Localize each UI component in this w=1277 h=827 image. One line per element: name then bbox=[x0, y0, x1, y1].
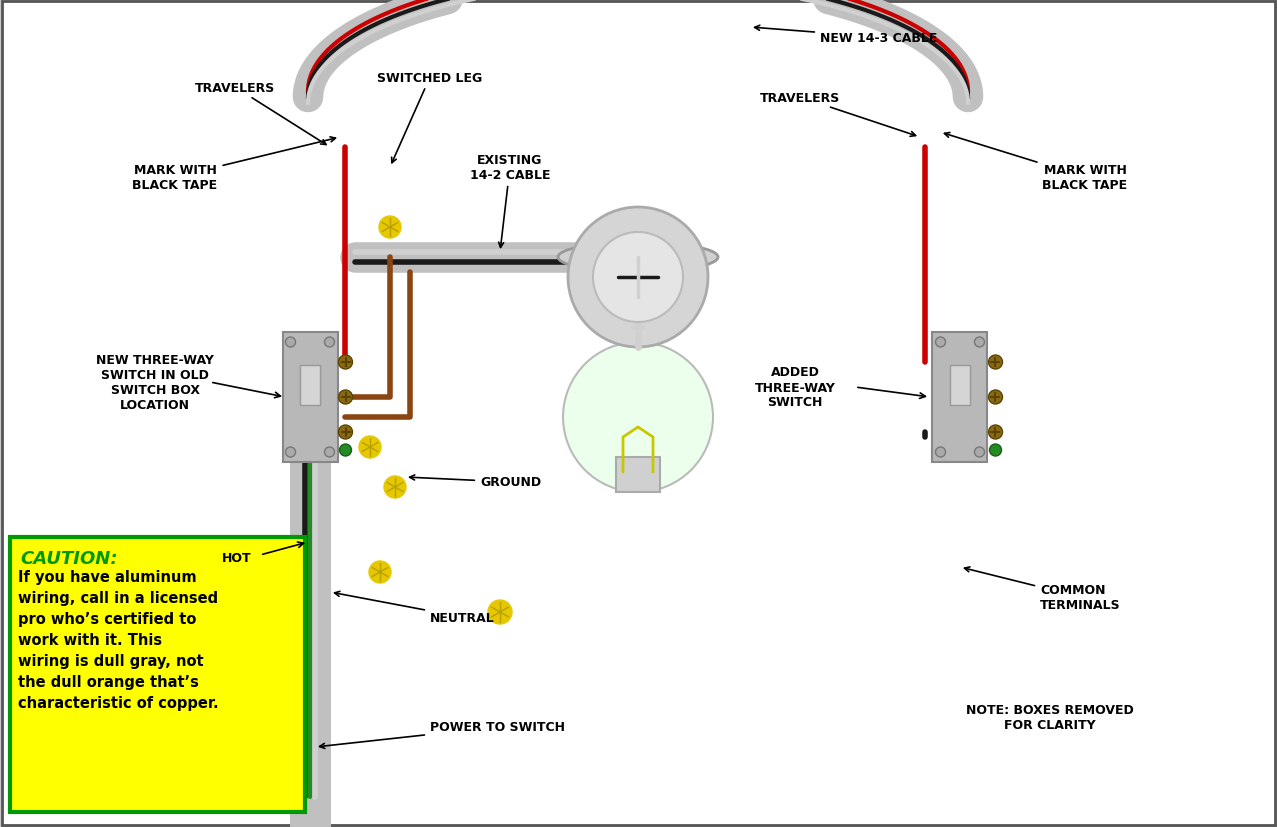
Text: CAUTION:: CAUTION: bbox=[20, 549, 117, 567]
Circle shape bbox=[936, 337, 945, 347]
Text: TRAVELERS: TRAVELERS bbox=[760, 92, 916, 137]
Text: NEW THREE-WAY
SWITCH IN OLD
SWITCH BOX
LOCATION: NEW THREE-WAY SWITCH IN OLD SWITCH BOX L… bbox=[96, 354, 215, 412]
Text: TRAVELERS: TRAVELERS bbox=[195, 81, 326, 146]
Bar bbox=[616, 457, 660, 492]
Bar bbox=[300, 366, 321, 405]
Text: COMMON
TERMINALS: COMMON TERMINALS bbox=[964, 567, 1121, 611]
Bar bbox=[932, 332, 987, 462]
Circle shape bbox=[340, 444, 351, 457]
Circle shape bbox=[568, 208, 707, 347]
Circle shape bbox=[936, 447, 945, 457]
Circle shape bbox=[988, 390, 1002, 404]
Circle shape bbox=[324, 337, 335, 347]
Circle shape bbox=[338, 425, 352, 439]
Bar bbox=[950, 366, 971, 405]
Text: NOTE: BOXES REMOVED
FOR CLARITY: NOTE: BOXES REMOVED FOR CLARITY bbox=[967, 703, 1134, 731]
Circle shape bbox=[338, 356, 352, 370]
Circle shape bbox=[593, 232, 683, 323]
Text: MARK WITH
BLACK TAPE: MARK WITH BLACK TAPE bbox=[945, 133, 1128, 192]
Text: NEUTRAL: NEUTRAL bbox=[335, 591, 494, 624]
Circle shape bbox=[974, 447, 985, 457]
Circle shape bbox=[563, 342, 713, 492]
Circle shape bbox=[286, 447, 295, 457]
Text: MARK WITH
BLACK TAPE: MARK WITH BLACK TAPE bbox=[133, 137, 336, 192]
Text: If you have aluminum
wiring, call in a licensed
pro who’s certified to
work with: If you have aluminum wiring, call in a l… bbox=[18, 569, 218, 710]
Circle shape bbox=[286, 337, 295, 347]
Circle shape bbox=[338, 390, 352, 404]
Text: POWER TO SWITCH: POWER TO SWITCH bbox=[319, 720, 564, 748]
Bar bbox=[282, 332, 337, 462]
Text: NEW 14-3 CABLE: NEW 14-3 CABLE bbox=[755, 26, 937, 45]
Text: ADDED
THREE-WAY
SWITCH: ADDED THREE-WAY SWITCH bbox=[755, 366, 835, 409]
Circle shape bbox=[369, 562, 391, 583]
Circle shape bbox=[359, 437, 381, 458]
Ellipse shape bbox=[558, 242, 718, 273]
Bar bbox=[10, 538, 305, 812]
Circle shape bbox=[990, 444, 1001, 457]
Circle shape bbox=[974, 337, 985, 347]
Circle shape bbox=[988, 356, 1002, 370]
Text: SWITCHED LEG: SWITCHED LEG bbox=[378, 71, 483, 164]
Text: HOT: HOT bbox=[222, 551, 252, 564]
Text: GROUND: GROUND bbox=[410, 476, 541, 489]
Circle shape bbox=[988, 425, 1002, 439]
Circle shape bbox=[488, 600, 512, 624]
Text: EXISTING
14-2 CABLE: EXISTING 14-2 CABLE bbox=[470, 154, 550, 248]
Circle shape bbox=[384, 476, 406, 499]
Circle shape bbox=[379, 217, 401, 239]
Circle shape bbox=[324, 447, 335, 457]
